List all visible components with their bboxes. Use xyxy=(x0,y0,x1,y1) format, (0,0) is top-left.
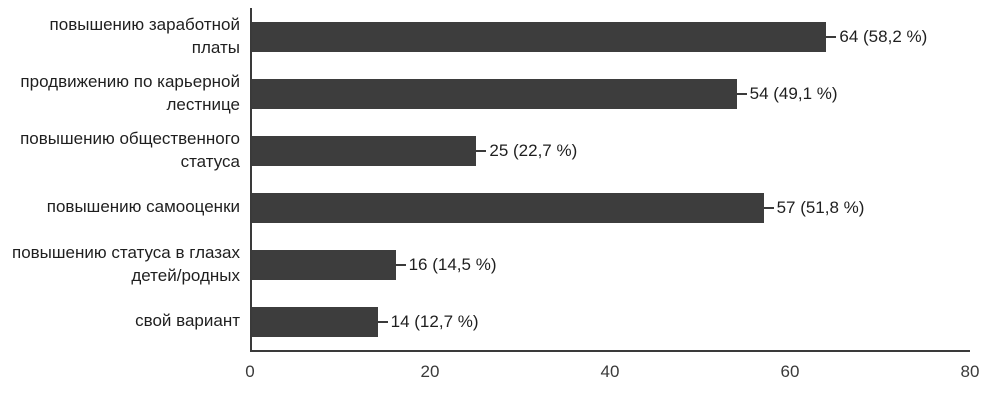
bar-area: 25 (22,7 %) xyxy=(250,122,970,179)
bar-area: 14 (12,7 %) xyxy=(250,293,970,350)
value-label-group: 16 (14,5 %) xyxy=(395,254,497,275)
bar xyxy=(252,78,737,109)
value-label: 57 (51,8 %) xyxy=(776,197,865,217)
bar xyxy=(252,249,396,280)
category-label: повышению заработной платы xyxy=(49,14,240,57)
x-axis-tick-label: 80 xyxy=(960,362,980,381)
value-label-group: 57 (51,8 %) xyxy=(763,197,865,218)
x-axis-tick-label: 60 xyxy=(780,362,800,381)
x-axis-row: 0 20 40 60 80 xyxy=(0,350,979,398)
x-axis-spacer xyxy=(0,350,250,398)
chart-rows: повышению заработной платы 64 (58,2 %) про… xyxy=(0,8,970,350)
category-label: продвижению по карьерной лестнице xyxy=(20,71,240,114)
x-axis-tick-label: 20 xyxy=(420,362,440,381)
x-axis-tick-label: 0 xyxy=(245,362,255,381)
value-label: 14 (12,7 %) xyxy=(390,311,479,331)
bar-area: 57 (51,8 %) xyxy=(250,179,970,236)
value-label-group: 14 (12,7 %) xyxy=(377,311,479,332)
bar xyxy=(252,135,477,166)
x-axis-tick-label: 40 xyxy=(600,362,620,381)
value-label: 64 (58,2 %) xyxy=(839,26,928,46)
bar xyxy=(252,192,764,223)
value-connector-line xyxy=(377,320,388,323)
category-label: повышению общественного статуса xyxy=(20,128,240,171)
chart-row: повышению общественного статуса 25 (22,7 %… xyxy=(0,122,970,179)
value-label: 16 (14,5 %) xyxy=(408,254,497,274)
category-label: повышению статуса в глазах детей/родных xyxy=(11,242,240,285)
category-label: повышению самооценки xyxy=(46,197,240,217)
value-connector-line xyxy=(826,35,837,38)
value-label: 54 (49,1 %) xyxy=(749,83,838,103)
category-label: свой вариант xyxy=(135,311,240,331)
chart-row: повышению статуса в глазах детей/родных 16… xyxy=(0,236,970,293)
value-connector-line xyxy=(736,92,747,95)
bar-area: 54 (49,1 %) xyxy=(250,65,970,122)
chart-row: свой вариант 14 (12,7 %) xyxy=(0,293,970,350)
value-connector-line xyxy=(763,206,774,209)
value-label-group: 64 (58,2 %) xyxy=(826,27,927,47)
value-label-group: 25 (22,7 %) xyxy=(476,141,577,161)
value-connector-line xyxy=(476,149,487,152)
bar xyxy=(252,306,378,337)
bar-area: 64 (58,2 %) xyxy=(250,8,970,65)
bar xyxy=(252,21,827,52)
bar-area: 16 (14,5 %) xyxy=(250,236,970,293)
chart-row: продвижению по карьерной лестнице 54 (49,1… xyxy=(0,65,970,122)
x-axis: 0 20 40 60 80 xyxy=(245,350,979,398)
value-label: 25 (22,7 %) xyxy=(489,140,578,160)
value-label-group: 54 (49,1 %) xyxy=(736,83,838,104)
chart-row: повышению заработной платы 64 (58,2 %) xyxy=(0,8,970,65)
chart-row: повышению самооценки 57 (51,8 %) xyxy=(0,179,970,236)
value-connector-line xyxy=(395,263,406,266)
